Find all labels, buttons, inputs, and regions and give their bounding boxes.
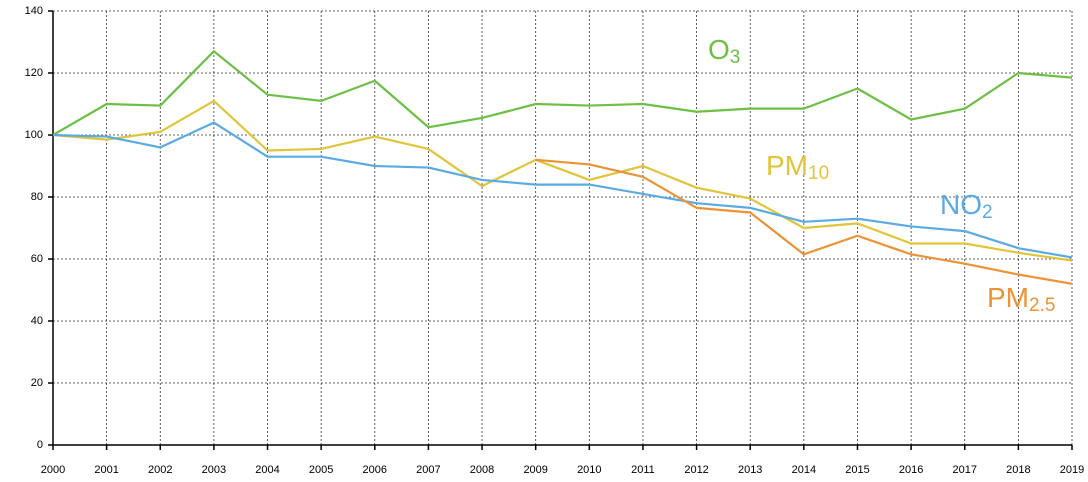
x-tick-label: 2012 xyxy=(684,464,708,476)
y-tick-label: 40 xyxy=(31,315,43,327)
series-line xyxy=(535,158,1073,285)
label-sub: 2.5 xyxy=(1029,295,1055,316)
x-tick-label: 2017 xyxy=(952,464,976,476)
series-line xyxy=(52,121,1073,259)
x-tick-label: 2015 xyxy=(845,464,869,476)
x-tick-label: 2005 xyxy=(309,464,333,476)
x-tick-label: 2010 xyxy=(577,464,601,476)
x-tick-label: 2004 xyxy=(255,464,279,476)
series-label[interactable]: O3 xyxy=(708,34,740,68)
label-sub: 3 xyxy=(730,47,741,68)
label-main: PM xyxy=(987,282,1029,313)
series-label[interactable]: PM10 xyxy=(766,150,829,184)
label-main: NO xyxy=(940,189,982,220)
y-tick-label: 120 xyxy=(25,67,43,79)
x-tick-label: 2016 xyxy=(899,464,923,476)
y-tick-label: 60 xyxy=(31,253,43,265)
y-tick-label: 0 xyxy=(37,439,43,451)
x-tick-label: 2001 xyxy=(94,464,118,476)
y-tick-label: 80 xyxy=(31,191,43,203)
series-line xyxy=(52,50,1073,136)
x-tick-label: 2002 xyxy=(148,464,172,476)
x-tick-label: 2007 xyxy=(416,464,440,476)
x-tick-label: 2006 xyxy=(363,464,387,476)
x-tick-label: 2018 xyxy=(1006,464,1030,476)
label-sub: 2 xyxy=(982,202,993,223)
label-main: PM xyxy=(766,150,808,181)
y-tick-label: 20 xyxy=(31,377,43,389)
series-label[interactable]: PM2.5 xyxy=(987,282,1055,316)
label-sub: 10 xyxy=(808,163,829,184)
x-tick-label: 2000 xyxy=(41,464,65,476)
x-tick-label: 2009 xyxy=(523,464,547,476)
y-tick-label: 100 xyxy=(25,129,43,141)
series-line xyxy=(52,99,1073,262)
label-main: O xyxy=(708,34,730,65)
y-tick-label: 140 xyxy=(25,5,43,17)
x-tick-label: 2003 xyxy=(202,464,226,476)
series-label[interactable]: NO2 xyxy=(940,189,993,223)
x-tick-label: 2008 xyxy=(470,464,494,476)
x-tick-label: 2013 xyxy=(738,464,762,476)
x-tick-label: 2011 xyxy=(631,464,655,476)
x-tick-label: 2014 xyxy=(792,464,816,476)
x-tick-label: 2019 xyxy=(1060,464,1084,476)
